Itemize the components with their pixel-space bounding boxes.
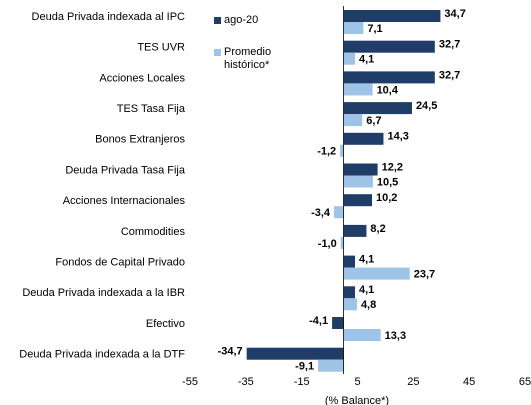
category-label: Deuda Privada indexada a la DTF bbox=[19, 349, 185, 361]
value-label: 14,3 bbox=[387, 131, 408, 143]
bar bbox=[343, 52, 355, 65]
value-label: 32,7 bbox=[439, 69, 460, 81]
bar bbox=[343, 132, 384, 145]
x-tick-label: 5 bbox=[354, 376, 360, 388]
value-label: -9,1 bbox=[295, 361, 314, 373]
value-label: 10,2 bbox=[376, 192, 397, 204]
value-label: 10,5 bbox=[377, 176, 398, 188]
value-label: 4,1 bbox=[359, 254, 374, 266]
category-label: Deuda Privada indexada a la IBR bbox=[22, 287, 185, 299]
bar bbox=[343, 114, 363, 127]
value-label: 24,5 bbox=[416, 100, 437, 112]
value-label: 23,7 bbox=[414, 269, 435, 281]
value-label: 6,7 bbox=[366, 115, 381, 127]
bar bbox=[343, 83, 373, 96]
value-label: 10,4 bbox=[377, 84, 399, 96]
bar bbox=[318, 359, 344, 372]
category-label: Deuda Privada indexada al IPC bbox=[32, 11, 186, 23]
bar bbox=[343, 22, 364, 34]
x-tick-label: -35 bbox=[238, 376, 254, 388]
legend-swatch bbox=[214, 17, 221, 24]
value-label: 13,3 bbox=[385, 330, 406, 342]
value-label: 4,1 bbox=[359, 284, 374, 296]
category-label: Acciones Locales bbox=[99, 72, 185, 84]
bar bbox=[343, 163, 378, 176]
category-label: TES UVR bbox=[137, 42, 185, 54]
value-label: 34,7 bbox=[444, 8, 465, 20]
bar bbox=[334, 206, 344, 219]
bar bbox=[343, 175, 373, 188]
bar bbox=[343, 255, 355, 268]
value-label: 4,8 bbox=[361, 299, 376, 311]
category-label: Acciones Internacionales bbox=[63, 195, 186, 207]
bar bbox=[343, 194, 373, 207]
value-label: 32,7 bbox=[439, 39, 460, 51]
category-label: Efectivo bbox=[146, 318, 185, 330]
value-label: -1,0 bbox=[318, 238, 337, 250]
value-label: 8,2 bbox=[370, 223, 385, 235]
legend-label: Promedio histórico* bbox=[224, 46, 272, 71]
bar bbox=[343, 102, 412, 115]
bar bbox=[343, 71, 435, 84]
value-label: -1,2 bbox=[317, 146, 336, 158]
bar bbox=[340, 144, 344, 157]
category-label: Commodities bbox=[121, 226, 186, 238]
bar bbox=[343, 40, 435, 53]
bar bbox=[343, 267, 410, 280]
value-label: -3,4 bbox=[311, 207, 331, 219]
bar bbox=[343, 298, 357, 311]
value-label: 12,2 bbox=[382, 161, 403, 173]
x-tick-label: -55 bbox=[182, 376, 198, 388]
bar bbox=[343, 329, 381, 341]
category-label: Deuda Privada Tasa Fija bbox=[65, 164, 186, 176]
legend-swatch bbox=[214, 49, 221, 56]
category-label: Fondos de Capital Privado bbox=[55, 257, 185, 269]
bar bbox=[246, 347, 344, 360]
bar bbox=[343, 286, 355, 299]
legend-label: ago-20 bbox=[224, 14, 259, 26]
bar bbox=[343, 10, 441, 22]
value-label: -34,7 bbox=[218, 346, 243, 358]
bar bbox=[343, 224, 367, 237]
x-tick-label: 45 bbox=[463, 376, 475, 388]
x-tick-label: -15 bbox=[294, 376, 310, 388]
category-label: TES Tasa Fija bbox=[117, 103, 186, 115]
value-label: 4,1 bbox=[359, 54, 374, 66]
x-axis-label: (% Balance*) bbox=[325, 395, 389, 405]
x-tick-label: 25 bbox=[407, 376, 419, 388]
category-label: Bonos Extranjeros bbox=[95, 134, 185, 146]
bar bbox=[340, 236, 344, 249]
bar bbox=[332, 317, 344, 329]
value-label: 7,1 bbox=[367, 23, 382, 35]
value-label: -4,1 bbox=[309, 315, 328, 327]
x-tick-label: 65 bbox=[519, 376, 531, 388]
